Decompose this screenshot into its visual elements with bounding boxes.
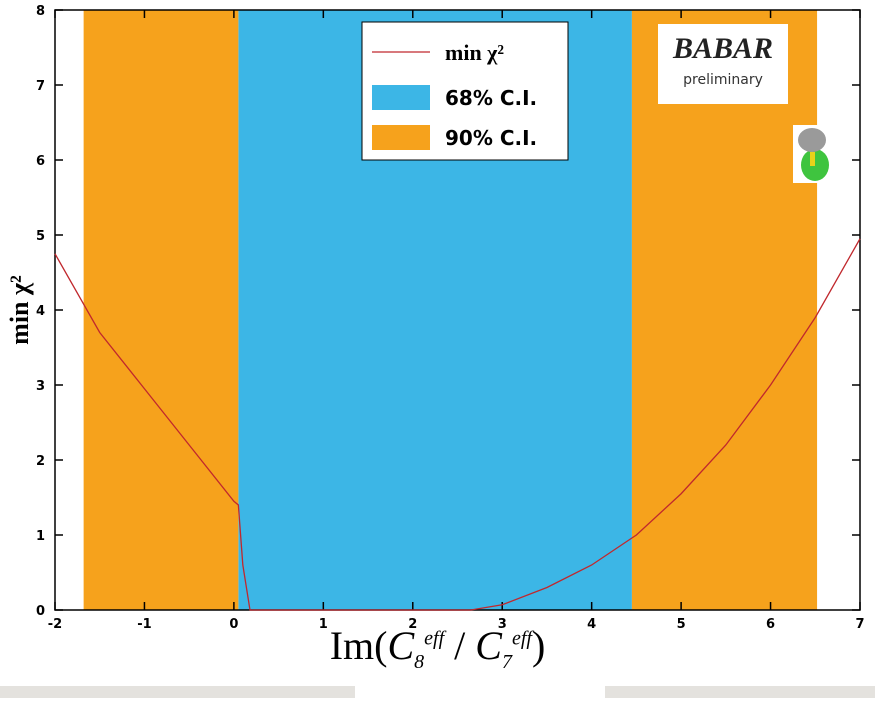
logo-title: BABAR [672,32,773,65]
logo-subtitle: preliminary [683,72,763,88]
y-axis-label: min χ² [5,275,34,345]
x-label-part: C [387,623,414,668]
legend-label: min χ² [445,40,504,65]
y-tick-label: 3 [36,379,45,394]
x-label-part: 7 [502,651,512,673]
mascot-tie [810,152,815,166]
legend-label: 68% C.I. [445,86,537,110]
y-tick-label: 0 [36,604,45,619]
chart: -2-101234567012345678min χ²min χ²68% C.I… [0,0,875,707]
y-tick-label: 8 [36,4,45,19]
x-label-part: C [475,623,502,668]
x-label-part: 8 [414,651,424,673]
y-tick-label: 7 [36,79,45,94]
page: {"chart_data": {"type": "line", "xlabel"… [0,0,875,707]
legend-swatch [372,85,430,110]
x-axis-label: Im(C8eff / C7eff) [0,622,875,674]
y-tick-label: 5 [36,229,45,244]
x-label-part: eff [512,628,532,650]
x-label-part: / [444,623,475,668]
confidence-band [84,10,239,610]
x-label-part: ) [532,623,545,668]
mascot-head [798,128,826,152]
y-tick-label: 4 [36,304,45,319]
y-tick-label: 1 [36,529,45,544]
mascot-icon [793,125,835,183]
y-tick-label: 6 [36,154,45,169]
y-tick-label: 2 [36,454,45,469]
x-label-part: Im( [330,623,388,668]
legend-swatch [372,125,430,150]
x-label-part: eff [424,628,444,650]
legend-label: 90% C.I. [445,126,537,150]
